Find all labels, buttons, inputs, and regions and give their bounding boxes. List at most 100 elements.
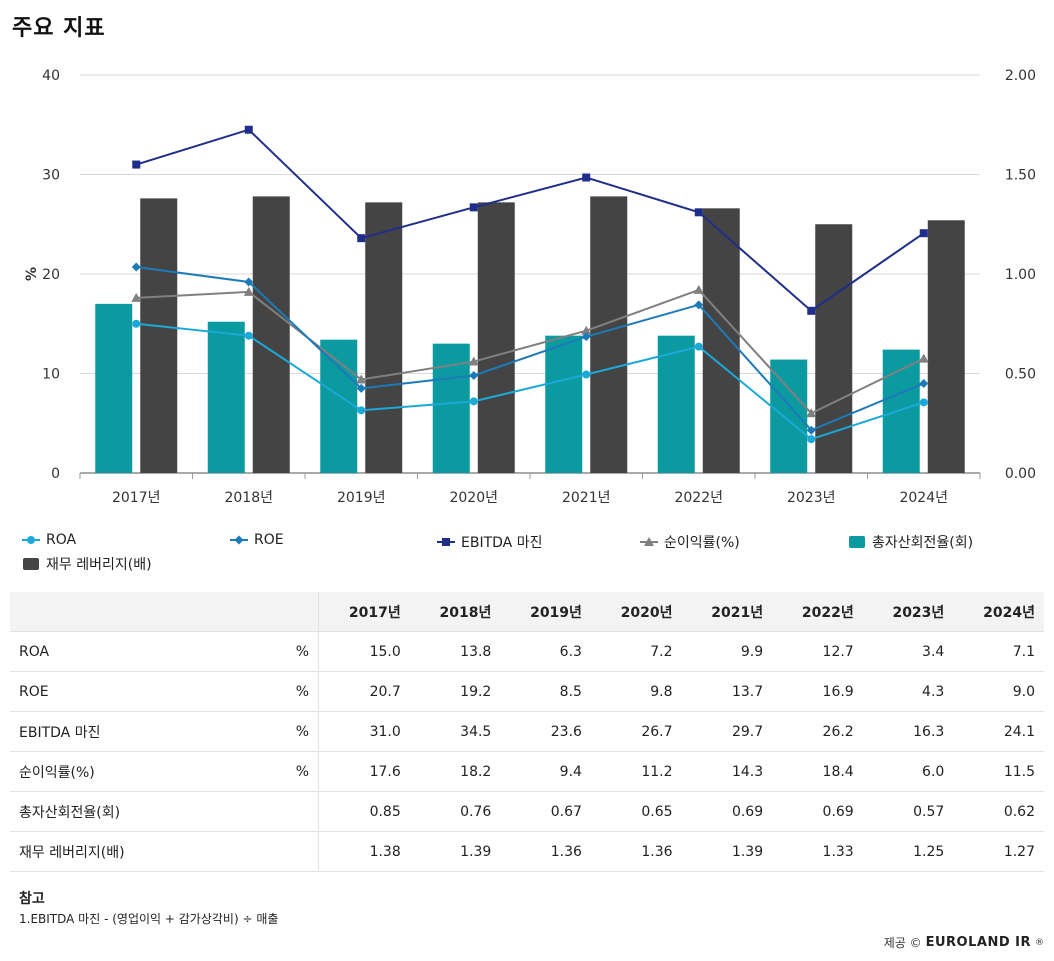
row-label: 총자산회전율(회): [10, 791, 278, 832]
table-cell: 13.8: [409, 631, 501, 672]
table-cell: 1.39: [409, 831, 501, 872]
data-point: [807, 306, 816, 315]
column-header: 2018년: [409, 592, 501, 632]
y-tick-label: 40: [42, 68, 60, 84]
table-cell: 1.25: [862, 831, 954, 872]
table-cell: 11.5: [953, 751, 1044, 792]
data-point: [581, 332, 591, 342]
table-cell: 31.0: [318, 711, 410, 752]
bar: [477, 202, 515, 474]
column-header: 2017년: [318, 592, 410, 632]
table-cell: 7.1: [953, 631, 1044, 672]
data-point: [244, 125, 253, 134]
table-cell: 0.85: [318, 791, 410, 832]
page-title: 주요 지표: [12, 16, 106, 41]
table-corner-cell: [10, 592, 319, 632]
row-unit: %: [278, 631, 319, 672]
table-cell: 9.4: [500, 751, 591, 792]
legend-swatch: [22, 536, 40, 544]
credit: 제공 © EUROLAND IR ®: [884, 934, 1044, 951]
table-cell: 0.69: [772, 791, 863, 832]
legend-item[interactable]: 총자산회전율(회): [848, 532, 973, 552]
credit-mark: ®: [1035, 937, 1044, 948]
y2-tick-label: 1.00: [1005, 267, 1036, 283]
bar: [770, 359, 808, 473]
table-row: 재무 레버리지(배) 1.38 1.39 1.36 1.36 1.39 1.33 1.25 1.…: [10, 831, 1044, 872]
x-tick-label: 2024년: [899, 490, 948, 506]
row-unit: %: [278, 711, 319, 752]
table-cell: 3.4: [862, 631, 954, 672]
data-point: [356, 383, 366, 393]
x-tick-label: 2018년: [224, 490, 273, 506]
table-cell: 0.62: [953, 791, 1044, 832]
table-cell: 6.0: [862, 751, 954, 792]
legend-swatch: [23, 558, 39, 570]
table-cell: 17.6: [318, 751, 410, 792]
legend-swatch: [640, 537, 658, 546]
legend-item[interactable]: EBITDA 마진: [437, 532, 542, 552]
legend-item[interactable]: 재무 레버리지(배): [22, 554, 152, 574]
notes-line: 1.EBITDA 마진 - (영업이익 + 감가상각비) ÷ 매출: [19, 912, 279, 926]
table-cell: 6.3: [500, 631, 591, 672]
legend-item[interactable]: 순이익률(%): [640, 532, 740, 552]
data-point: [469, 203, 478, 212]
legend-item[interactable]: ROE: [230, 532, 284, 548]
data-point: [694, 342, 703, 351]
data-point: [693, 284, 704, 294]
y2-tick-label: 2.00: [1005, 68, 1036, 84]
x-tick-label: 2022년: [674, 490, 723, 506]
table-row: 총자산회전율(회) 0.85 0.76 0.67 0.65 0.69 0.69 0.57 0.6…: [10, 791, 1044, 832]
row-unit: %: [278, 751, 319, 792]
y-tick-label: 10: [42, 367, 60, 383]
data-point: [581, 325, 592, 335]
table-cell: 9.9: [681, 631, 773, 672]
x-tick-label: 2023년: [787, 490, 836, 506]
bar: [365, 202, 403, 474]
table-cell: 34.5: [409, 711, 501, 752]
y-tick-label: 30: [42, 168, 60, 184]
legend-label: 총자산회전율(회): [872, 535, 974, 551]
row-label: ROE: [10, 671, 278, 712]
bar: [320, 339, 358, 473]
data-point: [807, 435, 816, 444]
legend-swatch: [437, 538, 455, 546]
table-cell: 1.38: [318, 831, 410, 872]
table-cell: 12.7: [772, 631, 863, 672]
column-header: 2021년: [681, 592, 773, 632]
table-cell: 0.65: [590, 791, 682, 832]
row-label: 재무 레버리지(배): [10, 831, 278, 872]
data-point: [469, 370, 479, 380]
data-point: [919, 398, 928, 407]
table-row: ROA% 15.0 13.8 6.3 7.2 9.9 12.7 3.4 7.1: [10, 631, 1044, 672]
table-body: ROA% 15.0 13.8 6.3 7.2 9.9 12.7 3.4 7.1 ROE% 20.7 1…: [10, 631, 1044, 872]
table-cell: 1.33: [772, 831, 863, 872]
table-cell: 7.2: [590, 631, 682, 672]
table-cell: 14.3: [681, 751, 773, 792]
table-cell: 4.3: [862, 671, 954, 712]
legend-item[interactable]: ROA: [22, 532, 76, 548]
table-cell: 24.1: [953, 711, 1044, 752]
legend-label: 순이익률(%): [664, 535, 740, 551]
bar: [252, 196, 290, 473]
table-cell: 11.2: [590, 751, 682, 792]
table-header-row: 2017년 2018년 2019년 2020년 2021년 2022년 2023년 2024년: [10, 592, 1044, 632]
table-cell: 1.27: [953, 831, 1044, 872]
table-cell: 0.69: [681, 791, 773, 832]
euroland-logo[interactable]: EUROLAND IR: [925, 935, 1031, 950]
data-point: [244, 277, 254, 287]
column-header: 2023년: [862, 592, 954, 632]
legend-label: ROE: [254, 532, 284, 548]
notes: 참고 1.EBITDA 마진 - (영업이익 + 감가상각비) ÷ 매출: [19, 888, 278, 927]
legend-swatch: [230, 535, 248, 545]
table-cell: 26.2: [772, 711, 863, 752]
row-unit: %: [278, 671, 319, 712]
table-row: EBITDA 마진% 31.0 34.5 23.6 26.7 29.7 26.2 16.3 24…: [10, 711, 1044, 752]
notes-title: 참고: [19, 891, 45, 907]
bar: [702, 208, 740, 473]
table-cell: 1.39: [681, 831, 773, 872]
data-point: [806, 408, 817, 418]
table-cell: 9.0: [953, 671, 1044, 712]
legend-label: ROA: [46, 532, 77, 548]
data-point: [919, 378, 929, 388]
metrics-table: 2017년 2018년 2019년 2020년 2021년 2022년 2023년 2024년…: [10, 592, 1044, 872]
